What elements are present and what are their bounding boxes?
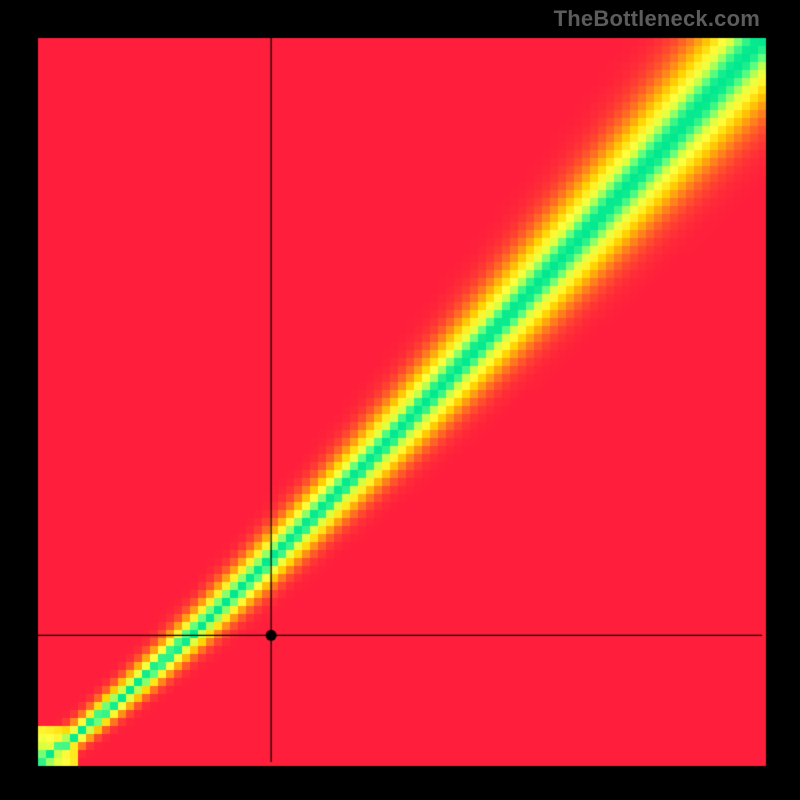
bottleneck-heatmap (0, 0, 800, 800)
watermark-label: TheBottleneck.com (554, 6, 760, 32)
chart-container: TheBottleneck.com (0, 0, 800, 800)
